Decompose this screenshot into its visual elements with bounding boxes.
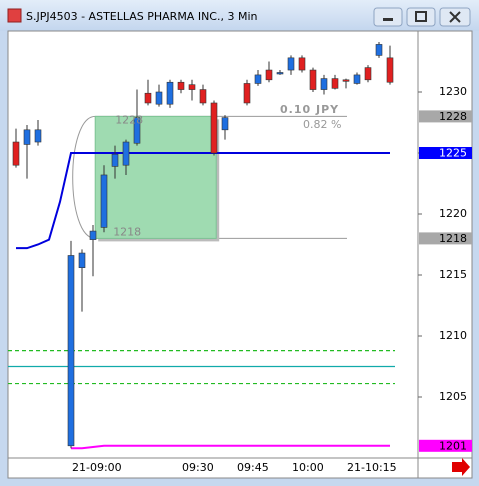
candle-body: [254, 74, 262, 84]
measure-label: 1228: [115, 113, 143, 126]
level-label: 1201: [439, 439, 467, 452]
app-icon: [7, 8, 22, 23]
measure-box: [94, 115, 217, 239]
window-buttons[interactable]: [373, 7, 471, 27]
candle-body: [210, 102, 218, 154]
candle-body: [111, 153, 119, 167]
candle-body: [23, 129, 31, 145]
candle-body: [364, 67, 372, 81]
candle-body: [78, 252, 86, 268]
candle-body: [342, 79, 350, 82]
y-tick-label: 1205: [439, 390, 467, 403]
measure-label: 0.10 JPY: [280, 103, 339, 116]
candle-body: [221, 117, 229, 131]
candle-body: [243, 83, 251, 104]
candle-body: [276, 72, 284, 75]
candle-body: [320, 78, 328, 90]
candle-body: [67, 255, 75, 447]
maximize-glyph: [415, 11, 427, 22]
level-box: [419, 232, 472, 245]
candle-body: [166, 81, 174, 105]
candle-body: [34, 129, 42, 143]
candle-body: [12, 141, 20, 166]
level-label: 1228: [439, 110, 467, 123]
candle-body: [265, 69, 273, 81]
candle-body: [298, 57, 306, 71]
level-label: 1218: [439, 232, 467, 245]
x-tick-label: 21-10:15: [347, 461, 397, 474]
y-tick-label: 1230: [439, 85, 467, 98]
minimize-button[interactable]: [373, 7, 403, 27]
candle-body: [144, 92, 152, 104]
x-tick-label: 21-09:00: [72, 461, 122, 474]
minimize-glyph: [383, 18, 393, 21]
chart-area: [7, 30, 473, 479]
candle-body: [375, 44, 383, 56]
measure-label: 1218: [113, 225, 141, 238]
candle-body: [89, 230, 97, 240]
candle-body: [353, 74, 361, 84]
candle-body: [309, 69, 317, 90]
level-box: [419, 439, 472, 452]
candle-body: [100, 174, 108, 228]
candle-body: [177, 81, 185, 90]
maximize-button[interactable]: [406, 7, 436, 27]
chart-title: S.JPJ4503 - ASTELLAS PHARMA INC., 3 Min: [26, 10, 258, 23]
level-label: 1225: [439, 147, 467, 160]
indicator-line: [16, 152, 390, 250]
candle-body: [199, 89, 207, 104]
x-tick-label: 09:45: [237, 461, 269, 474]
measure-label: 0.82 %: [303, 118, 341, 131]
x-tick-label: 09:30: [182, 461, 214, 474]
scroll-arrow[interactable]: [452, 458, 470, 476]
candle-body: [386, 57, 394, 83]
y-tick-label: 1215: [439, 268, 467, 281]
close-glyph: [449, 11, 461, 23]
level-box: [419, 147, 472, 159]
measure-curve: [72, 115, 96, 239]
x-tick-label: 10:00: [292, 461, 324, 474]
candle-body: [331, 78, 339, 89]
y-tick-label: 1220: [439, 207, 467, 220]
candle-body: [287, 57, 295, 71]
candle-body: [188, 84, 196, 90]
candle-body: [155, 91, 163, 105]
level-box: [419, 110, 472, 123]
candle-body: [122, 141, 130, 166]
candle-body: [133, 117, 141, 144]
indicator-line: [71, 444, 390, 450]
y-tick-label: 1210: [439, 329, 467, 342]
